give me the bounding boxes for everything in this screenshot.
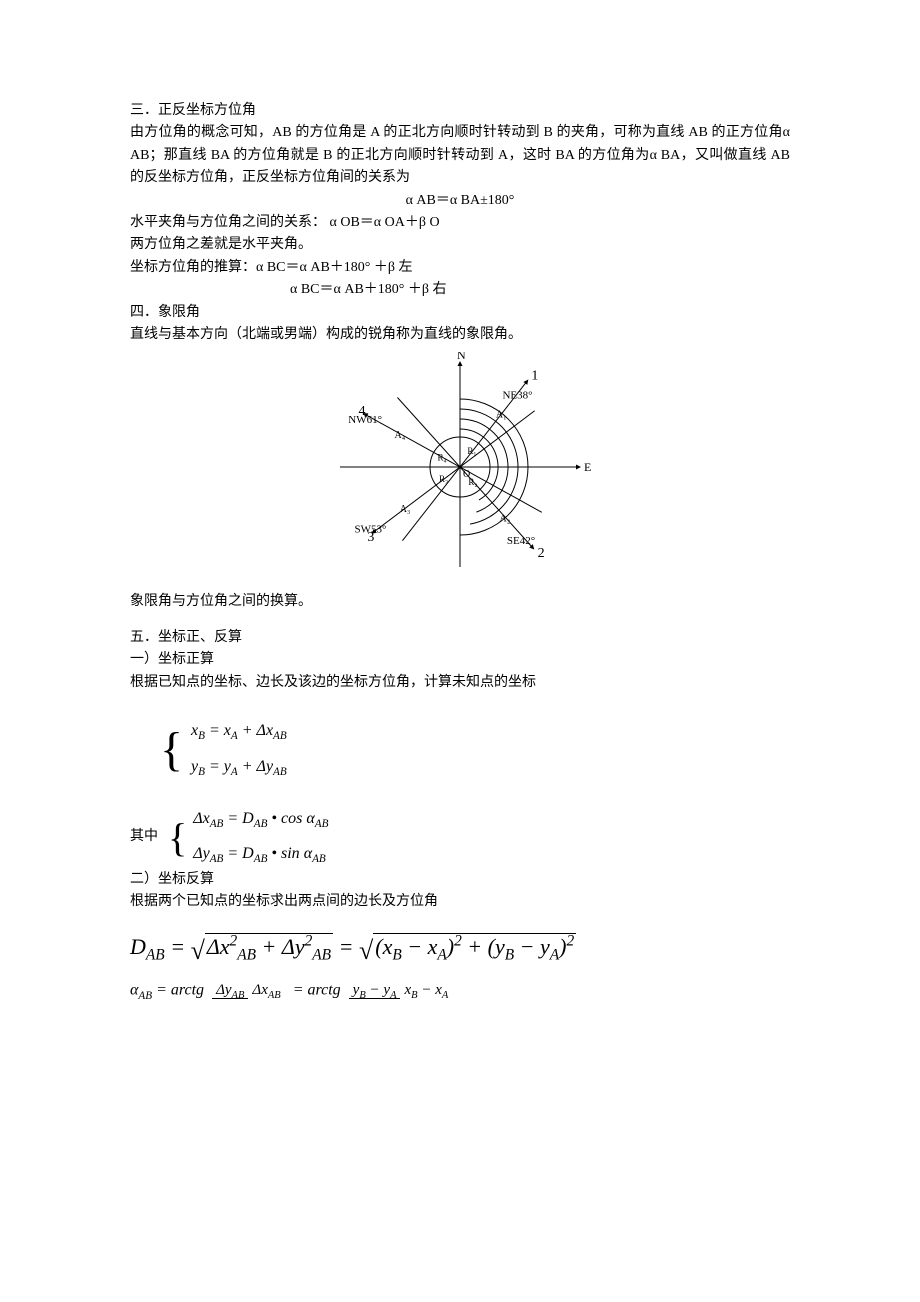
section-3-paragraph-2: 水平夹角与方位角之间的关系： α OB＝α OA＋β O — [130, 212, 790, 234]
svg-text:R₃: R₃ — [439, 474, 448, 484]
section-5-sub1-paragraph: 根据已知点的坐标、边长及该边的坐标方位角，计算未知点的坐标 — [130, 672, 790, 694]
svg-text:N: N — [457, 352, 466, 362]
section-4-paragraph-1: 直线与基本方向（北端或男端）构成的锐角称为直线的象限角。 — [130, 324, 790, 346]
section-5-sub2-paragraph: 根据两个已知点的坐标求出两点间的边长及方位角 — [130, 891, 790, 913]
svg-text:1: 1 — [531, 369, 538, 384]
svg-text:2: 2 — [538, 547, 545, 562]
svg-text:R₁: R₁ — [467, 447, 476, 457]
section-4-title: 四．象限角 — [130, 302, 790, 324]
section-5-sub1-title: 一）坐标正算 — [130, 649, 790, 671]
quadrant-diagram-svg: NE1A₁R₁NE38°2A₂R₂SE42°3A₃R₃SW53°4A₄R₄NW6… — [320, 352, 600, 572]
section-3-title: 三．正反坐标方位角 — [130, 100, 790, 122]
svg-text:A₃: A₃ — [400, 504, 411, 515]
eq-dx: ΔxAB = DAB • cos αAB — [193, 806, 328, 834]
left-brace-icon: { — [160, 726, 183, 774]
eq-dy: ΔyAB = DAB • sin αAB — [193, 841, 328, 869]
eq-xb: xB = xA + ΔxAB — [191, 718, 287, 746]
formula-xy-forward: { xB = xA + ΔxAB yB = yA + ΔyAB — [160, 718, 790, 782]
left-brace-icon: { — [168, 818, 187, 858]
svg-text:SW53°: SW53° — [355, 524, 387, 536]
formula-delta-group: 其中 { ΔxAB = DAB • cos αAB ΔyAB = DAB • s… — [130, 806, 790, 868]
section-4-paragraph-2: 象限角与方位角之间的换算。 — [130, 591, 790, 613]
quadrant-diagram: NE1A₁R₁NE38°2A₂R₂SE42°3A₃R₃SW53°4A₄R₄NW6… — [130, 352, 790, 580]
svg-text:A₄: A₄ — [395, 430, 406, 441]
eq-yb: yB = yA + ΔyAB — [191, 754, 287, 782]
prefix-qizhong: 其中 — [130, 826, 158, 848]
section-3-paragraph-3: 两方位角之差就是水平夹角。 — [130, 234, 790, 256]
svg-text:SE42°: SE42° — [507, 535, 535, 547]
svg-text:NE38°: NE38° — [502, 390, 532, 402]
svg-text:R₄: R₄ — [438, 453, 447, 463]
svg-text:O: O — [463, 469, 470, 480]
svg-text:A₁: A₁ — [496, 410, 507, 421]
section-5-title: 五．坐标正、反算 — [130, 627, 790, 649]
eq-alpha: αAB = arctg ΔyABΔxAB = arctg yB − yAxB −… — [130, 977, 790, 1006]
svg-text:A₂: A₂ — [500, 514, 511, 525]
svg-text:NW61°: NW61° — [348, 415, 382, 427]
section-3-paragraph-4: 坐标方位角的推算：α BC＝α AB＋180° ＋β 左 — [130, 257, 790, 279]
document-page: 三．正反坐标方位角 由方位角的概念可知，AB 的方位角是 A 的正北方向顺时针转… — [0, 0, 920, 1073]
eq-distance: DAB = √Δx2AB + Δy2AB = √(xB − xA)2 + (yB… — [130, 925, 790, 968]
section-3-equation-1: α AB＝α BA±180° — [130, 190, 790, 212]
section-3-equation-2: α BC＝α AB＋180° ＋β 右 — [290, 279, 790, 301]
section-5-sub2-title: 二）坐标反算 — [130, 869, 790, 891]
section-3-paragraph-1: 由方位角的概念可知，AB 的方位角是 A 的正北方向顺时针转动到 B 的夹角，可… — [130, 122, 790, 189]
svg-text:E: E — [584, 460, 591, 474]
